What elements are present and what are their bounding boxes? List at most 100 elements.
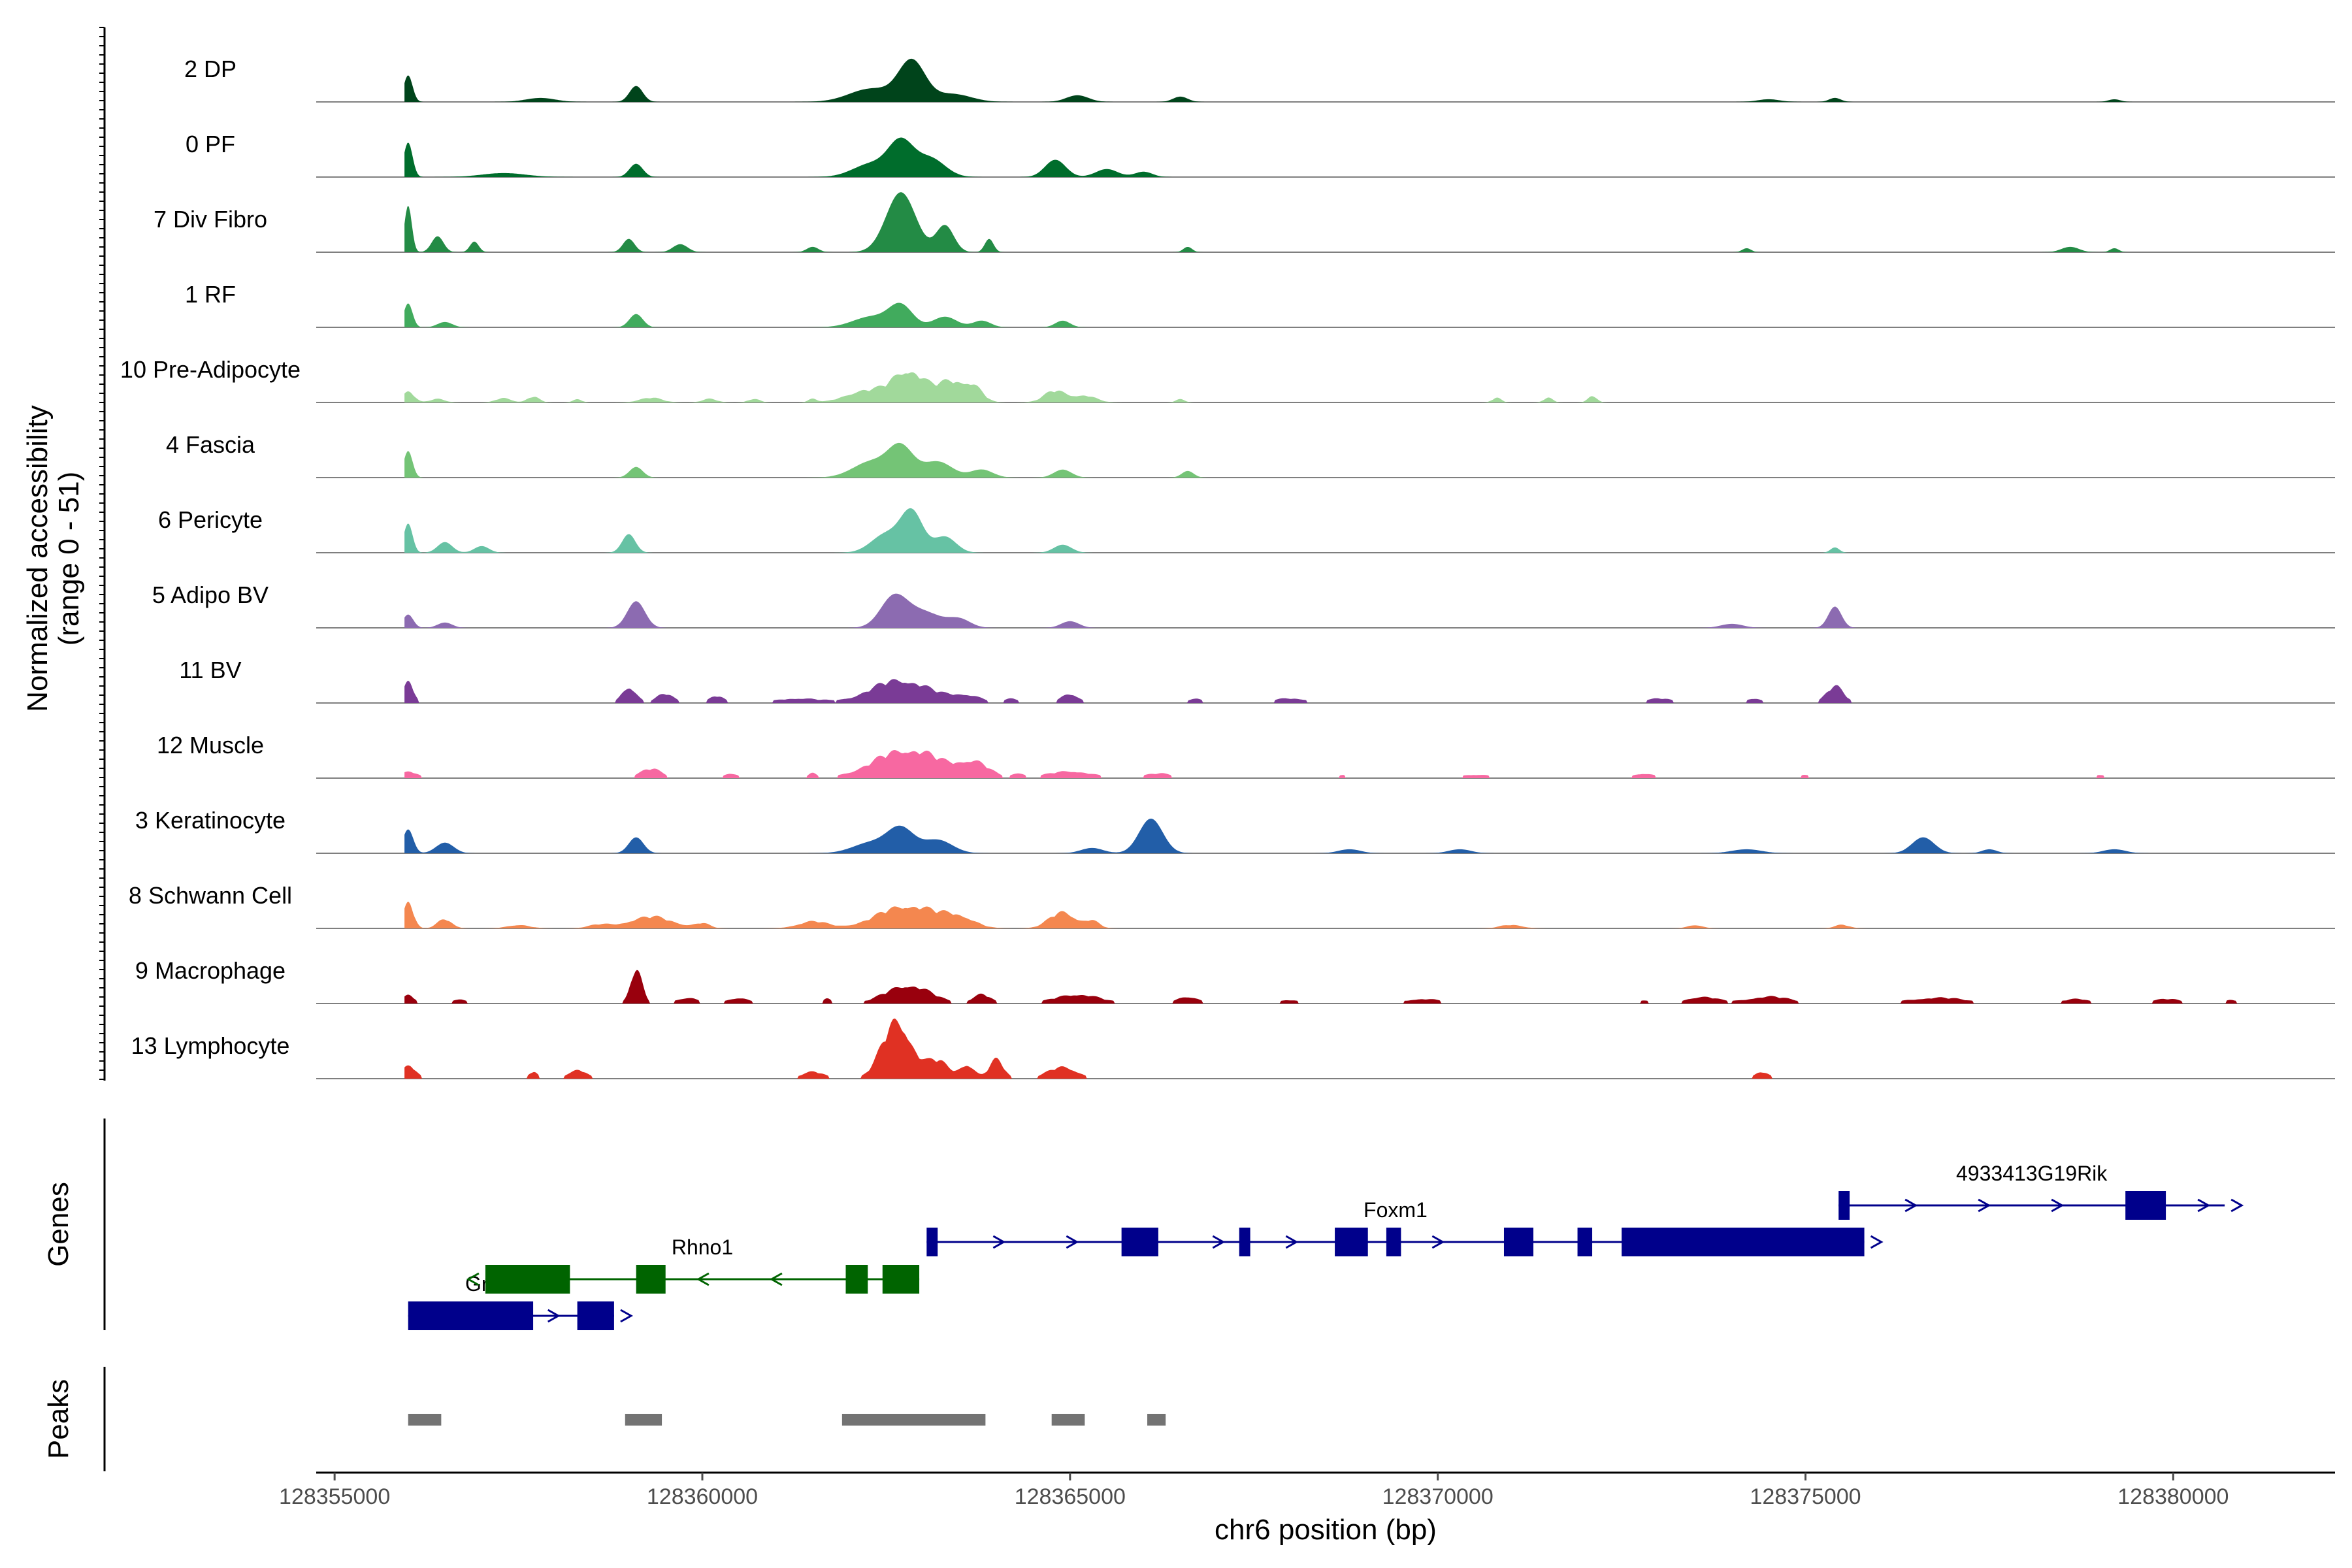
coverage-area: [404, 442, 2247, 478]
strand-end-icon: [2230, 1198, 2244, 1213]
x-axis-ticks: 128355000 128360000 128365000 128370000 1283…: [279, 1473, 2229, 1509]
coverage-track: 8 Schwann Cell: [129, 882, 2335, 929]
track-label: 11 BV: [179, 657, 241, 683]
strand-arrow-right: [1431, 1235, 1445, 1249]
x-tick-label: 128355000: [279, 1484, 390, 1509]
gene-label: 4933413G19Rik: [1956, 1162, 2108, 1185]
coverage-track: 3 Keratinocyte: [135, 807, 2335, 854]
track-label: 12 Muscle: [157, 732, 264, 759]
gene-exon: [1503, 1228, 1534, 1256]
gene-exon: [1121, 1228, 1158, 1256]
track-label: 3 Keratinocyte: [135, 807, 286, 834]
genes-panel: Genes Gm26770Rhno1Foxm14933413G19Rik: [42, 1119, 2244, 1330]
coverage-track: 9 Macrophage: [135, 957, 2335, 1004]
gene-exon: [845, 1265, 868, 1294]
strand-arrow-right: [547, 1309, 561, 1323]
coverage-area: [404, 679, 2247, 703]
strand-end-icon: [620, 1309, 633, 1323]
genes-panel-title: Genes: [42, 1182, 74, 1267]
track-label: 4 Fascia: [166, 431, 255, 458]
coverage-y-ticks: [99, 27, 105, 1080]
gene-label: Foxm1: [1364, 1198, 1428, 1222]
coverage-y-axis-range: (range 0 - 51): [53, 472, 85, 646]
x-tick-label: 128365000: [1015, 1484, 1126, 1509]
gene-exon: [1577, 1228, 1593, 1256]
peak-region: [625, 1414, 662, 1426]
gene-exon: [1239, 1228, 1250, 1256]
gene-exon: [1335, 1228, 1368, 1256]
x-tick-label: 128370000: [1382, 1484, 1494, 1509]
track-label: 13 Lymphocyte: [131, 1032, 290, 1059]
track-label: 8 Schwann Cell: [129, 882, 292, 909]
peaks-panel-title: Peaks: [42, 1379, 74, 1459]
strand-end-icon: [466, 1272, 480, 1286]
gene-exon: [577, 1301, 614, 1330]
gene-exon: [408, 1301, 534, 1330]
gene-exon: [1622, 1228, 1865, 1256]
track-label: 2 DP: [184, 56, 237, 82]
coverage-track: 0 PF: [186, 131, 2335, 178]
gene-label: Rhno1: [672, 1235, 733, 1259]
x-tick-label: 128380000: [2117, 1484, 2229, 1509]
strand-end-icon: [1870, 1235, 1884, 1249]
gene-model: Foxm1: [926, 1198, 1884, 1256]
peaks-panel: Peaks: [42, 1367, 1166, 1471]
coverage-track: 12 Muscle: [157, 732, 2335, 779]
peak-region: [1147, 1414, 1166, 1426]
strand-arrow-right: [1212, 1235, 1226, 1249]
coverage-track: 6 Pericyte: [158, 506, 2335, 553]
coverage-track: 7 Div Fibro: [154, 192, 2335, 253]
coverage-tracks: 2 DP 0 PF 7 Div Fibro 1 RF 10 Pre-Adipocyte 4…: [120, 56, 2335, 1079]
gene-exon: [926, 1228, 938, 1256]
coverage-track: 1 RF: [185, 281, 2335, 328]
coverage-area: [404, 137, 2247, 177]
strand-arrow-right: [1285, 1235, 1299, 1249]
gene-exon: [882, 1265, 920, 1294]
strand-arrow-left: [696, 1272, 710, 1286]
gene-exon: [636, 1265, 666, 1294]
coverage-y-axis: [99, 27, 106, 1081]
track-label: 6 Pericyte: [158, 506, 263, 533]
strand-arrow-right: [1904, 1198, 1918, 1213]
gene-model: Rhno1: [466, 1235, 920, 1294]
strand-arrow-right: [2051, 1198, 2065, 1213]
coverage-track: 5 Adipo BV: [152, 581, 2335, 629]
peak-region: [841, 1414, 986, 1426]
peak-region: [408, 1414, 442, 1426]
gene-exon: [1386, 1228, 1401, 1256]
strand-arrow-right: [992, 1235, 1006, 1249]
strand-arrow-left: [769, 1272, 783, 1286]
x-tick-label: 128360000: [647, 1484, 758, 1509]
coverage-track: 10 Pre-Adipocyte: [120, 356, 2335, 403]
peak-region: [1051, 1414, 1085, 1426]
coverage-area: [404, 302, 2247, 327]
track-label: 10 Pre-Adipocyte: [120, 356, 301, 383]
gene-model: 4933413G19Rik: [1838, 1162, 2244, 1220]
gene-exon: [485, 1265, 570, 1294]
peak-regions: [408, 1414, 1166, 1426]
x-axis: 128355000 128360000 128365000 128370000 1283…: [279, 1471, 2335, 1509]
coverage-track: 11 BV: [179, 657, 2335, 704]
track-label: 5 Adipo BV: [152, 581, 269, 608]
strand-arrow-right: [1066, 1235, 1079, 1249]
coverage-area: [404, 902, 2247, 928]
track-label: 0 PF: [186, 131, 235, 157]
coverage-area: [404, 750, 2247, 778]
track-label: 7 Div Fibro: [154, 206, 267, 233]
x-axis-title: chr6 position (bp): [1215, 1514, 1437, 1546]
coverage-area: [404, 819, 2247, 853]
gene-models: Gm26770Rhno1Foxm14933413G19Rik: [408, 1162, 2244, 1330]
strand-arrow-right: [1978, 1198, 1991, 1213]
coverage-track: 13 Lymphocyte: [131, 1018, 2335, 1079]
gene-exon: [1838, 1191, 1850, 1220]
track-label: 9 Macrophage: [135, 957, 286, 984]
coverage-track: 2 DP: [184, 56, 2335, 103]
gene-exon: [2125, 1191, 2166, 1220]
coverage-track: 4 Fascia: [166, 431, 2335, 478]
x-tick-label: 128375000: [1750, 1484, 1861, 1509]
coverage-y-axis-label: Normalized accessibility: [22, 405, 54, 711]
track-label: 1 RF: [185, 281, 236, 308]
coverage-area: [404, 58, 2247, 102]
